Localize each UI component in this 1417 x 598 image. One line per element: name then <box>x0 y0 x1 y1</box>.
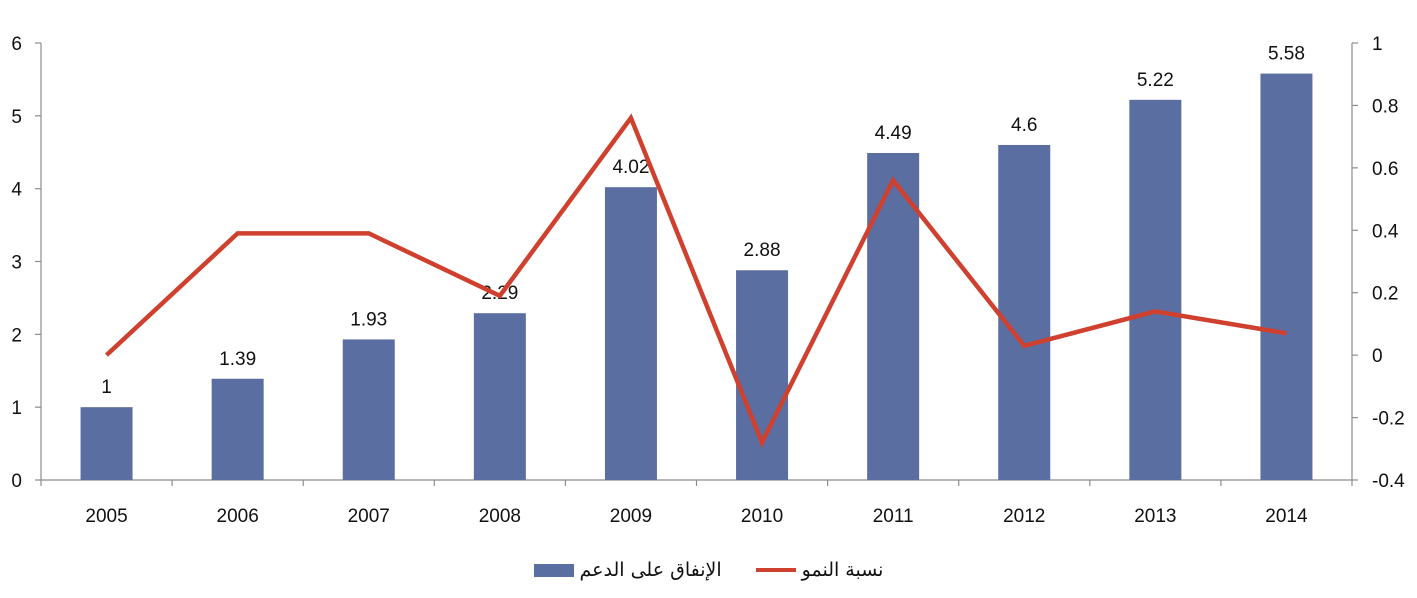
bar-data-label: 4.02 <box>612 157 649 178</box>
bar <box>604 187 657 480</box>
x-tick-label: 2010 <box>741 506 783 527</box>
bar <box>342 339 395 480</box>
x-tick-label: 2006 <box>217 506 259 527</box>
left-tick-label: 2 <box>11 325 22 346</box>
bar-data-label: 4.6 <box>1011 115 1037 136</box>
bar <box>473 313 526 480</box>
bar <box>211 378 264 480</box>
x-tick-label: 2005 <box>85 506 127 527</box>
left-tick-label: 3 <box>11 253 22 274</box>
left-y-axis: 0 1 2 3 4 5 6 <box>11 34 42 492</box>
bar <box>80 407 133 480</box>
right-tick-label: 1 <box>1372 34 1383 55</box>
growth-line <box>104 113 1287 448</box>
legend-bar-swatch <box>533 563 574 577</box>
legend-line-swatch <box>755 568 796 572</box>
right-tick-label: 0.2 <box>1372 284 1398 305</box>
bar-data-label: 1.93 <box>350 309 387 330</box>
bar <box>736 270 789 480</box>
right-tick-label: -0.4 <box>1372 471 1405 492</box>
bar-data-label: 2.88 <box>744 240 781 261</box>
bar-series <box>80 73 1313 480</box>
x-tick-label: 2013 <box>1134 506 1176 527</box>
x-tick-label: 2007 <box>348 506 390 527</box>
left-tick-label: 1 <box>11 398 22 419</box>
right-y-axis: -0.4 -0.2 0 0.2 0.4 0.6 0.8 1 <box>1351 34 1405 492</box>
x-tick-label: 2012 <box>1003 506 1045 527</box>
x-tick-label: 2011 <box>873 506 914 527</box>
bar-data-label: 1.39 <box>219 349 256 370</box>
bar <box>1129 99 1182 480</box>
left-tick-label: 4 <box>11 180 22 201</box>
legend-item-line: نسبة النمو <box>755 559 884 581</box>
x-tick-label: 2014 <box>1265 506 1308 527</box>
right-tick-label: -0.2 <box>1372 409 1405 430</box>
right-tick-label: 0 <box>1372 346 1383 367</box>
legend-item-bar: الإنفاق على الدعم <box>533 559 722 581</box>
right-tick-label: 0.4 <box>1372 221 1399 242</box>
bar <box>867 152 920 480</box>
bar <box>998 144 1051 480</box>
legend-line-label: نسبة النمو <box>801 559 884 581</box>
right-tick-label: 0.8 <box>1372 96 1398 117</box>
bar-data-label: 4.49 <box>875 123 912 144</box>
x-tick-label: 2008 <box>479 506 521 527</box>
growth-line-series <box>104 113 1287 448</box>
left-tick-label: 5 <box>11 107 22 128</box>
right-tick-label: 0.6 <box>1372 159 1398 180</box>
bar-data-label: 5.22 <box>1137 70 1174 91</box>
x-axis: 2005 2006 2007 2008 2009 2010 2011 2012 2013 2014 <box>40 479 1353 527</box>
bar-data-label: 1 <box>101 377 112 398</box>
legend: الإنفاق على الدعم نسبة النمو <box>0 552 1417 588</box>
legend-bar-label: الإنفاق على الدعم <box>579 559 722 581</box>
left-tick-label: 0 <box>11 471 22 492</box>
bar <box>1260 73 1313 480</box>
bar-data-labels: 11.391.932.294.022.884.49 4.65.225.58 <box>101 44 1305 399</box>
bar-data-label: 5.58 <box>1268 44 1305 65</box>
left-tick-label: 6 <box>11 34 22 55</box>
x-tick-label: 2009 <box>610 506 652 527</box>
